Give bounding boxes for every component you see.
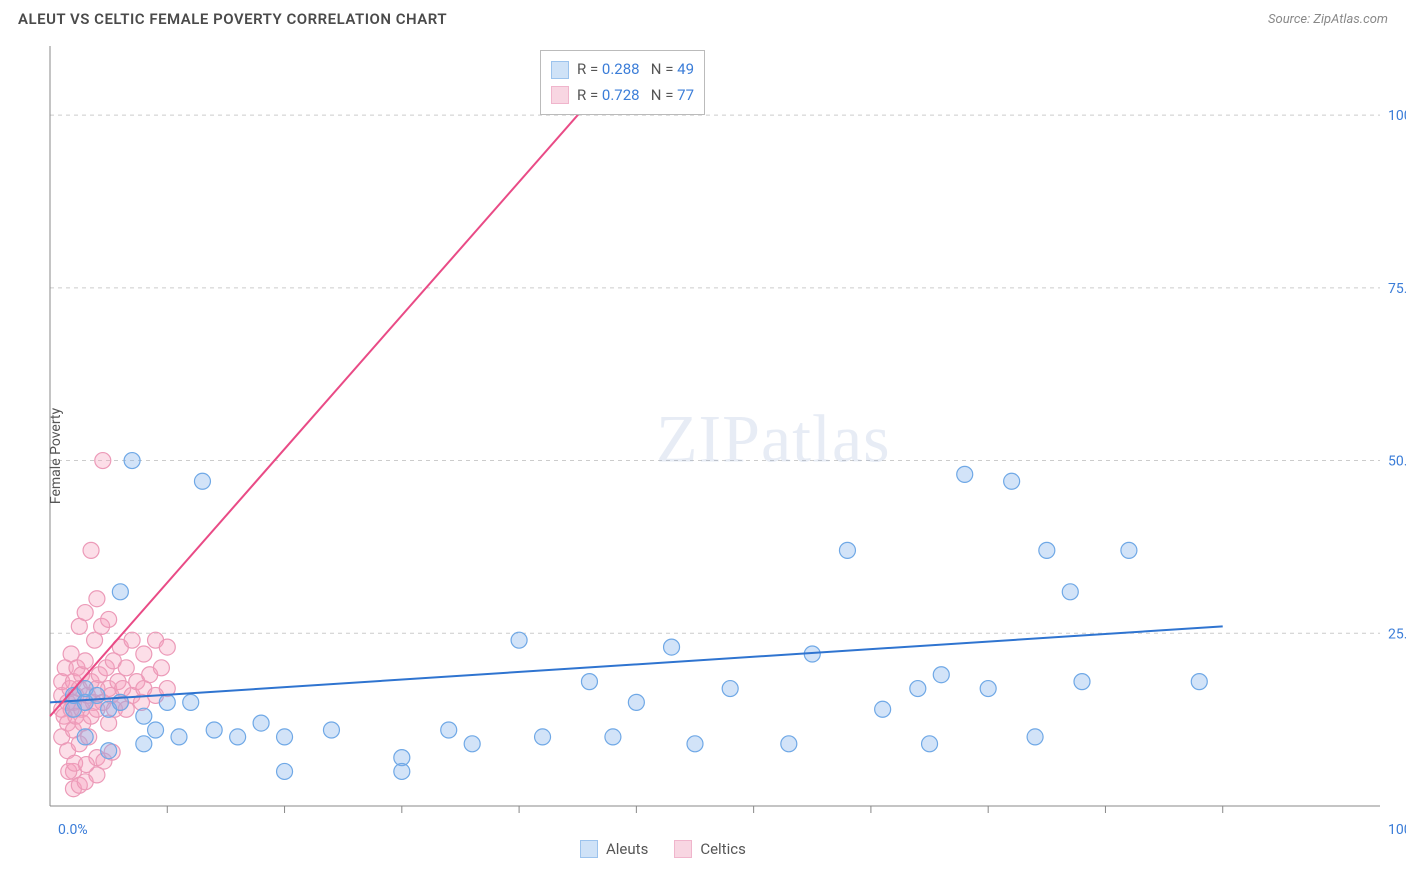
data-point: [1004, 473, 1020, 489]
data-point: [1027, 729, 1043, 745]
data-point: [910, 681, 926, 697]
legend-item: Celtics: [674, 840, 746, 858]
svg-text:100.0%: 100.0%: [1388, 822, 1406, 838]
data-point: [535, 729, 551, 745]
data-point: [722, 681, 738, 697]
data-point: [206, 722, 222, 738]
trend-line: [50, 626, 1223, 702]
data-point: [664, 639, 680, 655]
data-point: [464, 736, 480, 752]
svg-text:100.0%: 100.0%: [1388, 108, 1406, 124]
data-point: [628, 694, 644, 710]
data-point: [839, 542, 855, 558]
data-point: [957, 466, 973, 482]
data-point: [933, 667, 949, 683]
header: ALEUT VS CELTIC FEMALE POVERTY CORRELATI…: [0, 0, 1406, 36]
data-point: [78, 757, 94, 773]
data-point: [1121, 542, 1137, 558]
data-point: [687, 736, 703, 752]
data-point: [89, 591, 105, 607]
data-point: [136, 736, 152, 752]
data-point: [77, 605, 93, 621]
source-attribution: Source: ZipAtlas.com: [1268, 12, 1388, 27]
data-point: [89, 687, 105, 703]
data-point: [323, 722, 339, 738]
data-point: [441, 722, 457, 738]
data-point: [922, 736, 938, 752]
scatter-chart: 25.0% 50.0% 75.0% 100.0% 0.0% 100.0%: [0, 36, 1406, 876]
data-point: [95, 453, 111, 469]
data-point: [171, 729, 187, 745]
data-point: [1039, 542, 1055, 558]
data-point: [1191, 674, 1207, 690]
data-point: [980, 681, 996, 697]
legend-swatch: [580, 840, 598, 858]
data-point: [875, 701, 891, 717]
data-point: [136, 708, 152, 724]
y-axis-label: Female Poverty: [48, 408, 64, 504]
data-point: [77, 729, 93, 745]
chart-container: Female Poverty ZIPatlas 25.0%50.0%75.0%1…: [0, 36, 1406, 876]
data-point: [148, 722, 164, 738]
data-point: [159, 639, 175, 655]
data-point: [101, 743, 117, 759]
legend-label: Celtics: [700, 840, 746, 858]
data-point: [781, 736, 797, 752]
data-point: [277, 729, 293, 745]
stats-row: R = 0.728 N = 77: [551, 83, 694, 109]
data-point: [1074, 674, 1090, 690]
data-point: [136, 646, 152, 662]
data-point: [581, 674, 597, 690]
data-point: [253, 715, 269, 731]
svg-text:75.0%: 75.0%: [1388, 281, 1406, 297]
data-point: [394, 763, 410, 779]
data-point: [83, 542, 99, 558]
series-legend: Aleuts Celtics: [580, 840, 746, 858]
data-point: [277, 763, 293, 779]
data-point: [101, 611, 117, 627]
data-point: [605, 729, 621, 745]
stats-row: R = 0.288 N = 49: [551, 57, 694, 83]
legend-label: Aleuts: [606, 840, 648, 858]
data-point: [153, 660, 169, 676]
svg-text:50.0%: 50.0%: [1388, 454, 1406, 470]
data-point: [159, 694, 175, 710]
legend-swatch: [551, 86, 569, 104]
legend-item: Aleuts: [580, 840, 648, 858]
legend-swatch: [674, 840, 692, 858]
data-point: [183, 694, 199, 710]
data-point: [230, 729, 246, 745]
data-point: [77, 653, 93, 669]
legend-swatch: [551, 61, 569, 79]
correlation-stats-box: R = 0.288 N = 49R = 0.728 N = 77: [540, 50, 705, 115]
data-point: [194, 473, 210, 489]
chart-title: ALEUT VS CELTIC FEMALE POVERTY CORRELATI…: [18, 10, 447, 28]
data-point: [511, 632, 527, 648]
data-point: [118, 660, 134, 676]
svg-text:25.0%: 25.0%: [1388, 626, 1406, 642]
data-point: [112, 584, 128, 600]
svg-text:0.0%: 0.0%: [58, 822, 88, 838]
data-point: [1062, 584, 1078, 600]
data-point: [124, 632, 140, 648]
trend-line: [50, 115, 578, 716]
data-point: [124, 453, 140, 469]
